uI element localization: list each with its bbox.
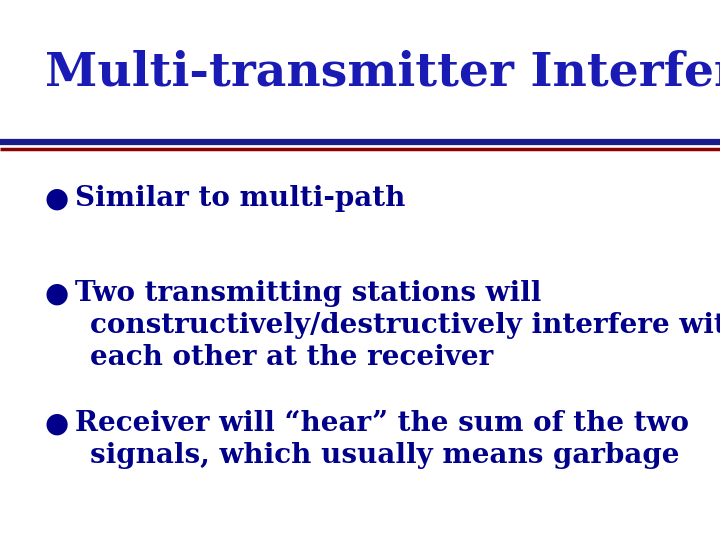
Text: Multi-transmitter Interference: Multi-transmitter Interference <box>45 50 720 96</box>
Text: Similar to multi-path: Similar to multi-path <box>75 185 405 212</box>
Text: constructively/destructively interfere with: constructively/destructively interfere w… <box>90 312 720 339</box>
Text: Two transmitting stations will: Two transmitting stations will <box>75 280 541 307</box>
Text: signals, which usually means garbage: signals, which usually means garbage <box>90 442 680 469</box>
Text: ●: ● <box>45 410 69 438</box>
Text: Receiver will “hear” the sum of the two: Receiver will “hear” the sum of the two <box>75 410 689 437</box>
Text: each other at the receiver: each other at the receiver <box>90 344 493 371</box>
Text: ●: ● <box>45 185 69 213</box>
Text: ●: ● <box>45 280 69 308</box>
